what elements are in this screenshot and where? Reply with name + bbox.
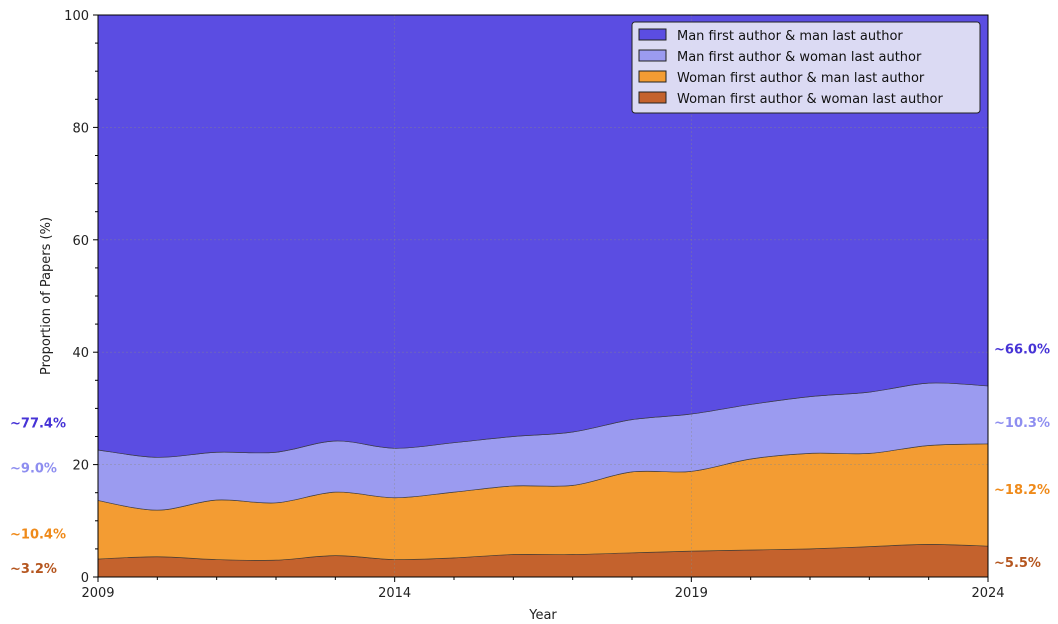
legend-label: Woman first author & man last author bbox=[677, 71, 925, 86]
legend: Man first author & man last author Man fi… bbox=[631, 21, 981, 114]
y-tick-label: 40 bbox=[72, 346, 89, 361]
y-tick-label: 20 bbox=[72, 459, 89, 474]
y-axis: 0 20 40 60 80 100 bbox=[64, 9, 98, 586]
y-tick-label: 80 bbox=[72, 121, 89, 136]
right-annotation: ~66.0% bbox=[994, 342, 1050, 357]
right-annotation: ~10.3% bbox=[994, 416, 1050, 431]
x-tick-label: 2014 bbox=[378, 586, 411, 601]
legend-label: Man first author & woman last author bbox=[677, 50, 922, 65]
right-annotation: ~5.5% bbox=[994, 556, 1041, 571]
left-annotations: ~77.4% ~9.0% ~10.4% ~3.2% bbox=[10, 416, 66, 577]
left-annotation: ~3.2% bbox=[10, 562, 57, 577]
legend-swatch bbox=[638, 70, 667, 83]
left-annotation: ~77.4% bbox=[10, 416, 66, 431]
y-axis-title: Proportion of Papers (%) bbox=[39, 217, 54, 375]
area-series-group bbox=[97, 14, 989, 578]
y-tick-label: 100 bbox=[64, 9, 89, 24]
x-tick-label: 2019 bbox=[675, 586, 708, 601]
legend-swatch bbox=[638, 91, 667, 104]
x-tick-label: 2024 bbox=[971, 586, 1004, 601]
x-axis: 2009 2014 2019 2024 bbox=[81, 577, 1005, 601]
left-annotation: ~9.0% bbox=[10, 461, 57, 476]
right-annotations: ~66.0% ~10.3% ~18.2% ~5.5% bbox=[994, 342, 1050, 571]
legend-box bbox=[631, 21, 981, 114]
y-tick-label: 0 bbox=[81, 571, 89, 586]
legend-label: Woman first author & woman last author bbox=[677, 92, 943, 107]
y-tick-label: 60 bbox=[72, 234, 89, 249]
legend-swatch bbox=[638, 28, 667, 41]
x-axis-title: Year bbox=[528, 608, 557, 623]
right-annotation: ~18.2% bbox=[994, 483, 1050, 498]
x-tick-label: 2009 bbox=[81, 586, 114, 601]
legend-swatch bbox=[638, 49, 667, 62]
left-annotation: ~10.4% bbox=[10, 528, 66, 543]
legend-label: Man first author & man last author bbox=[677, 29, 903, 44]
